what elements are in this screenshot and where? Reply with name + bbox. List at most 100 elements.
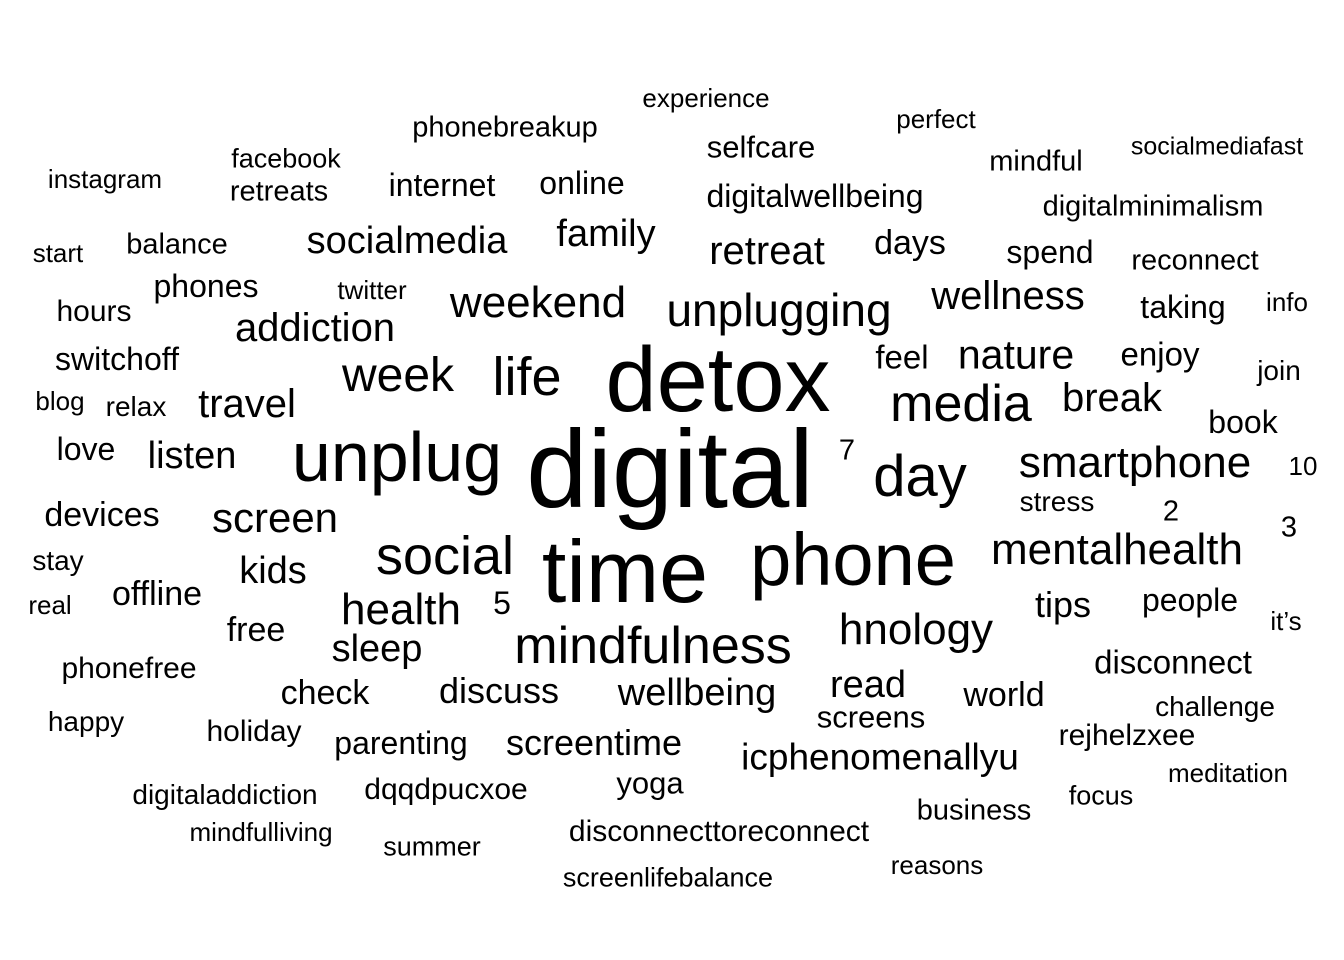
word: 5: [493, 585, 511, 621]
word: yoga: [616, 765, 684, 801]
word: mentalhealth: [991, 525, 1243, 574]
word: travel: [198, 382, 296, 426]
word: summer: [383, 831, 481, 862]
word: devices: [44, 496, 160, 534]
word: unplug: [291, 418, 503, 496]
word: start: [32, 238, 84, 268]
word: instagram: [47, 164, 163, 194]
word: screen: [211, 494, 339, 541]
word: dqqdpucxoe: [364, 773, 528, 806]
word: screenlifebalance: [562, 862, 774, 893]
word: mindful: [989, 145, 1083, 178]
word: kids: [239, 550, 307, 592]
word: stay: [32, 545, 84, 576]
word: internet: [388, 167, 496, 203]
word: spend: [1006, 234, 1094, 270]
word: retreats: [229, 175, 329, 208]
word: socialmediafast: [1130, 132, 1304, 161]
word: addiction: [234, 306, 396, 350]
word: time: [541, 522, 709, 621]
word: wellbeing: [617, 672, 777, 714]
word: hnology: [838, 605, 994, 654]
word: check: [280, 674, 370, 712]
word: it’s: [1270, 606, 1302, 636]
word: real: [28, 590, 72, 620]
word: phonebreakup: [412, 111, 598, 144]
word: icphenomenallyu: [741, 736, 1019, 778]
word: business: [916, 794, 1032, 827]
word: focus: [1068, 780, 1134, 811]
word: info: [1266, 287, 1308, 317]
word: phones: [153, 268, 259, 304]
word: free: [226, 611, 286, 649]
word: mindfulliving: [189, 817, 333, 847]
word: enjoy: [1120, 335, 1200, 373]
word: nature: [957, 331, 1075, 378]
word: book: [1208, 404, 1278, 440]
word: relax: [105, 391, 167, 422]
word: days: [874, 224, 946, 262]
word: 2: [1162, 495, 1180, 528]
word: blog: [35, 386, 85, 416]
word: disconnecttoreconnect: [568, 815, 870, 848]
word: break: [1061, 376, 1163, 420]
word: health: [341, 585, 461, 634]
word: parenting: [334, 725, 468, 761]
word: unplugging: [666, 284, 892, 336]
word: wellness: [931, 274, 1085, 318]
word: family: [556, 213, 656, 255]
word: social: [375, 526, 515, 586]
word: phone: [750, 518, 956, 601]
word: day: [873, 444, 967, 509]
word: week: [341, 349, 455, 402]
word: feel: [875, 338, 929, 376]
word: twitter: [337, 275, 407, 305]
word: retreat: [709, 229, 825, 273]
word: weekend: [449, 278, 627, 327]
word: rejhelzxee: [1058, 719, 1196, 752]
word: reconnect: [1131, 244, 1259, 277]
word: challenge: [1155, 691, 1275, 722]
word: facebook: [231, 143, 341, 174]
word: socialmedia: [306, 220, 508, 262]
word: taking: [1140, 289, 1226, 325]
word: join: [1257, 355, 1301, 386]
word: screentime: [505, 722, 683, 763]
word: phonefree: [61, 652, 197, 685]
word: digital: [526, 408, 814, 531]
word: digitaladdiction: [132, 779, 318, 810]
word: meditation: [1168, 758, 1288, 788]
word: media: [890, 375, 1032, 433]
word: sleep: [331, 628, 423, 670]
word: screens: [816, 699, 926, 735]
word: tips: [1034, 584, 1092, 625]
word: 7: [838, 434, 856, 467]
word: 3: [1280, 511, 1298, 544]
word: hours: [56, 295, 132, 328]
word: love: [56, 431, 116, 467]
word: read: [829, 664, 907, 706]
word: discuss: [438, 670, 560, 711]
word: online: [539, 165, 625, 201]
word: disconnect: [1094, 643, 1252, 681]
word: smartphone: [1018, 438, 1252, 487]
word: mindfulness: [514, 617, 792, 675]
word: experience: [642, 83, 770, 113]
word: 10: [1288, 451, 1318, 481]
word: balance: [126, 228, 228, 261]
word: holiday: [206, 715, 302, 748]
word: stress: [1019, 486, 1095, 517]
word: selfcare: [706, 129, 816, 165]
word: digitalminimalism: [1042, 190, 1264, 223]
word: offline: [111, 575, 203, 613]
word: people: [1141, 582, 1239, 618]
word: life: [492, 347, 562, 407]
word: reasons: [890, 850, 984, 880]
word: switchoff: [55, 341, 179, 377]
word: detox: [605, 329, 831, 431]
word: listen: [147, 435, 237, 477]
word: perfect: [896, 104, 976, 134]
word: happy: [47, 706, 125, 737]
word: digitalwellbeing: [706, 178, 924, 214]
